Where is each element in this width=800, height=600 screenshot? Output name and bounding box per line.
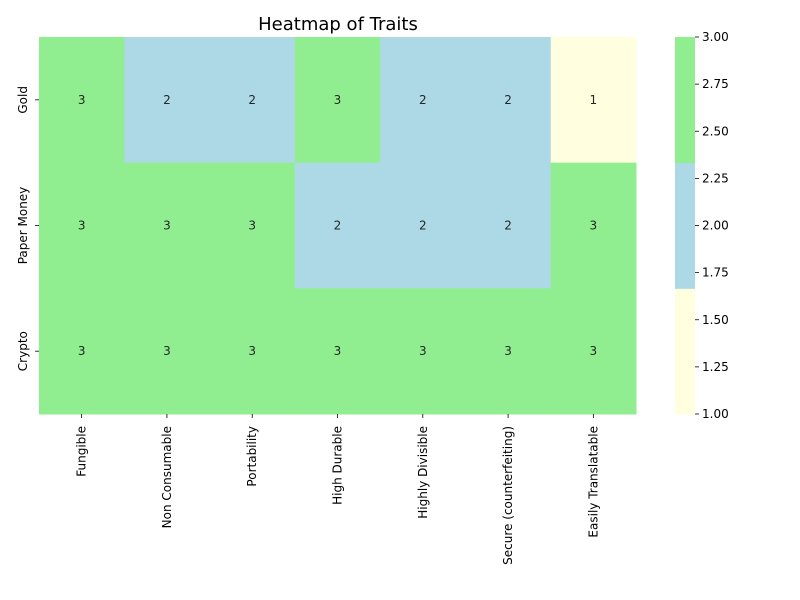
heatmap-cell xyxy=(124,37,211,164)
cell-value-label: 2 xyxy=(504,219,512,233)
heatmap-cell xyxy=(380,288,466,415)
cell-value-label: 3 xyxy=(248,344,256,358)
x-axis: Fungible Non Consumable Portability High Du… xyxy=(75,414,600,565)
heatmap-cell xyxy=(39,162,125,289)
cell-value-label: 2 xyxy=(163,93,171,107)
cell-value-label: 3 xyxy=(504,344,512,358)
heatmap-cell xyxy=(294,288,381,415)
colorbar-band xyxy=(675,37,695,164)
cell-value-label: 2 xyxy=(334,219,342,233)
cell-value-label: 2 xyxy=(504,93,512,107)
heatmap-cell xyxy=(39,288,125,415)
heatmap-cells xyxy=(39,37,637,415)
colorbar: 1.00 1.25 1.50 1.75 2.00 2.25 2.50 2.75 3.00 xyxy=(675,30,729,421)
y-tick-label: Gold xyxy=(16,86,30,114)
chart-title: Heatmap of Traits xyxy=(258,14,418,35)
cell-value-label: 3 xyxy=(590,219,598,233)
colorbar-tick-label: 2.50 xyxy=(702,124,729,138)
colorbar-band xyxy=(675,162,695,289)
colorbar-tick-label: 1.75 xyxy=(702,266,729,280)
cell-value-label: 3 xyxy=(248,219,256,233)
cell-value-label: 3 xyxy=(334,344,342,358)
x-tick-label: Easily Translatable xyxy=(586,426,600,538)
heatmap-cell xyxy=(209,288,296,415)
heatmap-cell xyxy=(124,288,211,415)
colorbar-tick-label: 1.25 xyxy=(702,360,729,374)
x-tick-label: Portability xyxy=(245,426,259,487)
cell-value-label: 2 xyxy=(419,219,427,233)
x-tick-label: High Durable xyxy=(331,426,345,505)
cell-value-label: 3 xyxy=(78,219,86,233)
heatmap-cell xyxy=(209,37,296,164)
cell-value-label: 3 xyxy=(419,344,427,358)
x-tick-label: Highly Divisible xyxy=(416,426,430,519)
heatmap-cell xyxy=(380,162,466,289)
colorbar-tick-label: 2.75 xyxy=(702,77,729,91)
x-tick-label: Fungible xyxy=(75,426,89,477)
heatmap-cell xyxy=(294,162,381,289)
cell-value-label: 3 xyxy=(163,219,171,233)
colorbar-tick-label: 2.25 xyxy=(702,171,729,185)
cell-annotations: 3 2 2 3 2 2 1 3 3 3 2 2 2 3 3 3 3 3 3 3 3 xyxy=(78,93,597,358)
heatmap-cell xyxy=(39,37,125,164)
heatmap-cell xyxy=(550,162,637,289)
heatmap-cell xyxy=(465,288,552,415)
colorbar-tick-label: 1.50 xyxy=(702,313,729,327)
heatmap-cell xyxy=(294,37,381,164)
y-tick-label: Paper Money xyxy=(16,187,30,265)
cell-value-label: 3 xyxy=(163,344,171,358)
cell-value-label: 3 xyxy=(78,93,86,107)
x-tick-label: Secure (counterfeiting) xyxy=(501,426,515,565)
y-tick-label: Crypto xyxy=(16,331,30,371)
colorbar-band xyxy=(675,288,695,415)
cell-value-label: 3 xyxy=(78,344,86,358)
heatmap-cell xyxy=(465,162,552,289)
colorbar-tick-label: 2.00 xyxy=(702,219,729,233)
colorbar-tick-label: 3.00 xyxy=(702,30,729,44)
x-tick-label: Non Consumable xyxy=(160,426,174,528)
heatmap-cell xyxy=(124,162,211,289)
heatmap-cell xyxy=(550,37,637,164)
cell-value-label: 3 xyxy=(590,344,598,358)
y-axis: Gold Paper Money Crypto xyxy=(16,86,39,371)
cell-value-label: 2 xyxy=(248,93,256,107)
colorbar-tick-label: 1.00 xyxy=(702,407,729,421)
heatmap-cell xyxy=(380,37,466,164)
cell-value-label: 1 xyxy=(590,93,598,107)
heatmap-cell xyxy=(465,37,552,164)
heatmap-cell xyxy=(550,288,637,415)
cell-value-label: 2 xyxy=(419,93,427,107)
heatmap-cell xyxy=(209,162,296,289)
cell-value-label: 3 xyxy=(334,93,342,107)
